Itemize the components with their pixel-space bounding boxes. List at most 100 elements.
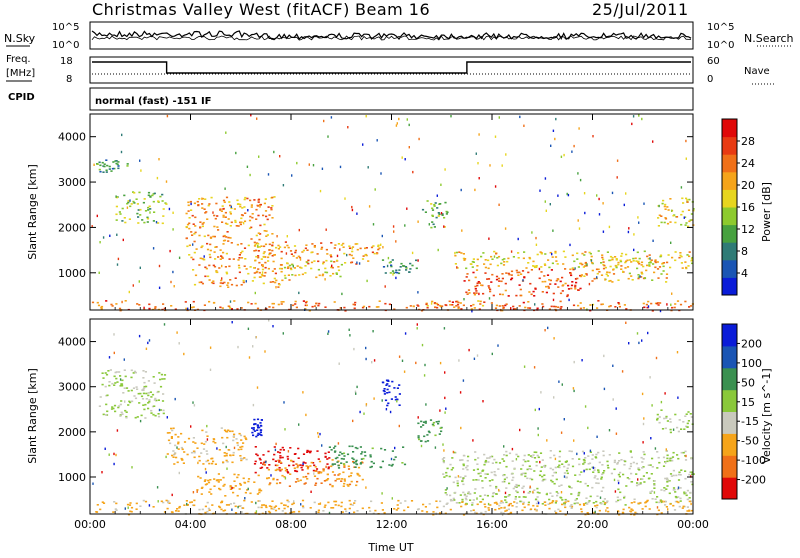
power-axes: 1000 2000 3000 4000 (58, 114, 694, 310)
power-feature-0 (96, 159, 129, 173)
freq-right-tick-top: 60 (707, 56, 720, 67)
velocity-colorbar-segment (722, 477, 737, 500)
velocity-colorbar: 200 100 50 15 -15 -50 -100 -200 (721, 323, 766, 500)
noise-left-tick-bottom: 10^0 (52, 40, 79, 51)
power-colorbar-tick-label: 28 (741, 135, 755, 148)
freq-label-line1: Freq. (6, 54, 31, 65)
velocity-feature-0 (98, 369, 167, 419)
x-axis-label: Time UT (367, 541, 413, 554)
velocity-colorbar-segment (722, 367, 737, 391)
velocity-panel-frame (89, 318, 694, 515)
velocity-feature-5 (328, 445, 407, 469)
power-feature-10 (421, 200, 449, 229)
velocity-feature-2 (196, 473, 263, 497)
velocity-y-label: Slant Range [km] (26, 368, 39, 464)
power-colorbar-segment (722, 242, 737, 261)
velocity-x-tick-label: 08:00 (275, 518, 307, 531)
power-colorbar-tick-label: 20 (741, 179, 755, 192)
cpid-panel-frame (89, 87, 694, 111)
velocity-feature-11 (656, 409, 694, 434)
power-panel-frame (89, 113, 694, 311)
power-colorbar-label: Power [dB] (760, 182, 773, 242)
power-colorbar-segment (722, 154, 737, 173)
velocity-colorbar-tick-label: -100 (741, 454, 766, 467)
date-title: 25/Jul/2011 (592, 0, 689, 19)
power-y-tick-label: 4000 (58, 131, 86, 144)
power-feature-3 (192, 264, 292, 288)
frequency-trace (92, 61, 691, 74)
velocity-scatter-noise (92, 319, 692, 516)
power-scatter-noise (91, 114, 687, 313)
power-feature-6 (381, 259, 418, 275)
noise-search-label: N.Search (744, 32, 794, 45)
frequency-panel: 18 8 60 0 Freq. [MHz] Nave (6, 54, 775, 85)
velocity-colorbar-segment (722, 411, 737, 434)
velocity-feature-9 (251, 418, 263, 438)
velocity-colorbar-tick-label: -200 (741, 474, 766, 487)
velocity-colorbar-tick-label: -50 (741, 435, 759, 448)
power-colorbar-segment (722, 224, 737, 243)
velocity-colorbar-tick-label: 200 (741, 337, 762, 350)
velocity-colorbar-frame (721, 323, 738, 500)
power-colorbar-tick-label: 16 (741, 201, 755, 214)
freq-panel-frame (89, 56, 694, 84)
mode-text: normal (fast) -151 IF (95, 96, 212, 107)
velocity-feature-8 (381, 379, 401, 407)
velocity-colorbar-segment (722, 324, 737, 347)
freq-right-tick-bottom: 0 (707, 74, 713, 85)
power-feature-7 (454, 250, 694, 270)
velocity-x-tick-label: 20:00 (577, 518, 609, 531)
freq-label-line2: [MHz] (6, 68, 35, 79)
power-y-label: Slant Range [km] (26, 164, 39, 260)
nave-label: Nave (744, 66, 770, 77)
power-colorbar-segment (722, 171, 737, 190)
freq-left-tick-top: 18 (60, 56, 73, 67)
power-y-tick-label: 1000 (58, 267, 86, 280)
power-colorbar-tick-label: 12 (741, 223, 755, 236)
velocity-feature-1 (166, 427, 248, 465)
velocity-panel: 00:00 04:00 08:00 12:00 16:00 20:00 00:00 1000 2… (26, 318, 773, 531)
power-y-tick-label: 3000 (58, 176, 86, 189)
velocity-colorbar-label: Velocity [m s^-1] (760, 368, 773, 463)
power-colorbar-segment (722, 259, 737, 278)
power-colorbar-segment (722, 189, 737, 208)
velocity-colorbar-segment (722, 455, 737, 478)
power-colorbar: 4 8 12 16 20 24 28 (721, 118, 755, 296)
velocity-y-tick-label: 2000 (58, 426, 86, 439)
velocity-colorbar-segment (722, 345, 737, 369)
noise-search-trace (91, 35, 692, 41)
velocity-colorbar-tick-label: 100 (741, 357, 762, 370)
velocity-x-tick-label: 12:00 (376, 518, 408, 531)
noise-left-tick-top: 10^5 (52, 22, 79, 33)
cpid-label: CPID (8, 92, 35, 103)
velocity-x-tick-label: 00:00 (677, 518, 709, 531)
power-data (91, 114, 695, 313)
power-colorbar-segment (722, 119, 737, 138)
velocity-data (92, 319, 695, 516)
power-colorbar-tick-label: 24 (741, 157, 755, 170)
station-title: Christmas Valley West (fitACF) (92, 0, 350, 19)
velocity-colorbar-tick-label: -15 (741, 415, 759, 428)
noise-panel-frame (89, 21, 694, 50)
power-feature-2 (185, 196, 276, 261)
power-feature-11 (657, 197, 695, 228)
velocity-x-tick-label: 04:00 (175, 518, 207, 531)
power-feature-5 (279, 259, 343, 279)
power-panel: 1000 2000 3000 4000 Slant Range [km] 4 8 12 16… (26, 113, 773, 313)
power-feature-8 (463, 268, 582, 298)
velocity-colorbar-segment (722, 389, 737, 412)
velocity-y-tick-label: 3000 (58, 381, 86, 394)
beam-title: Beam 16 (355, 0, 430, 19)
noise-sky-label: N.Sky (4, 32, 36, 45)
velocity-x-tick-label: 16:00 (476, 518, 508, 531)
power-colorbar-tick-label: 4 (741, 267, 748, 280)
power-feature-4 (253, 241, 381, 265)
velocity-colorbar-tick-label: 15 (741, 396, 755, 409)
velocity-y-tick-label: 1000 (58, 471, 86, 484)
velocity-y-tick-label: 4000 (58, 336, 86, 349)
velocity-feature-6 (417, 419, 443, 443)
velocity-x-tick-label: 00:00 (74, 518, 106, 531)
velocity-colorbar-tick-label: 50 (741, 376, 755, 389)
velocity-axes: 00:00 04:00 08:00 12:00 16:00 20:00 00:00 1000 2… (58, 319, 709, 531)
